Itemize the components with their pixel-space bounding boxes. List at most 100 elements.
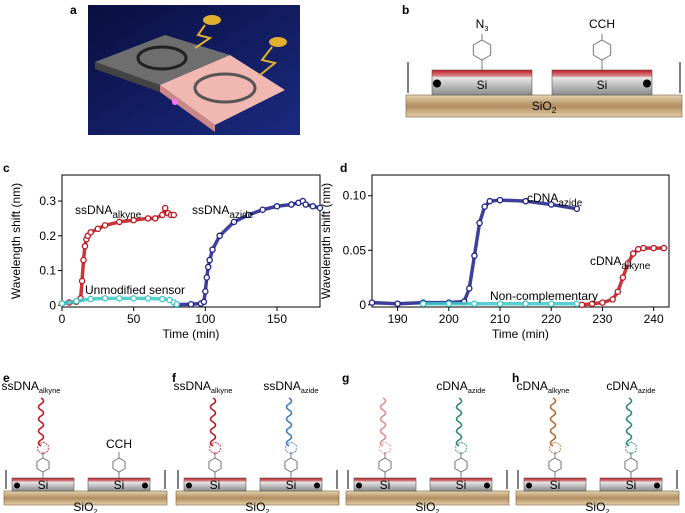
data-point — [573, 300, 581, 307]
dna-strand — [455, 397, 463, 447]
dna-strand — [549, 397, 557, 447]
x-axis-label: Time (min) — [163, 327, 220, 341]
label-main: SiO — [415, 500, 435, 513]
series-label: cDNAazide — [527, 191, 583, 209]
label-sub: 2 — [605, 507, 609, 513]
data-point — [309, 203, 317, 210]
label: SiO2 — [415, 500, 439, 513]
label-main: SiO — [532, 99, 552, 113]
data-point — [650, 244, 657, 252]
data-point — [116, 218, 123, 226]
label: cDNAazide — [606, 379, 655, 395]
data-point — [203, 274, 211, 281]
y-tick-label: 0 — [49, 298, 56, 312]
label: CCH — [589, 17, 615, 31]
benzene-ring — [592, 39, 612, 61]
y-tick-label: 0 — [359, 298, 366, 312]
y-tick-label: 0.05 — [343, 243, 367, 257]
benzene-ring — [454, 457, 468, 473]
data-point — [547, 201, 555, 208]
data-point — [660, 244, 668, 252]
panel-label: e — [3, 371, 10, 385]
label: Si — [550, 478, 561, 492]
ring-section — [654, 482, 660, 489]
benzene-ring — [36, 457, 50, 473]
label-sub: 2 — [435, 507, 439, 513]
data-point — [204, 263, 212, 271]
label: ssDNAazide — [263, 379, 318, 395]
data-point — [635, 245, 642, 253]
dna-strand — [625, 397, 633, 447]
label-main: SiO — [245, 500, 265, 513]
benzene-ring — [378, 457, 392, 473]
label: Si — [456, 478, 467, 492]
data-point — [394, 300, 401, 307]
panel-a-render — [88, 5, 300, 135]
data-point — [588, 300, 596, 307]
y-tick-label: 0.3 — [39, 194, 56, 208]
data-point — [476, 219, 483, 227]
label-sub: azide — [468, 386, 486, 395]
y-tick-label: 0.2 — [39, 229, 56, 243]
label: SiO2 — [73, 500, 97, 513]
label: Si — [477, 78, 488, 92]
y-tick-label: 0.10 — [343, 189, 367, 203]
x-tick-label: 220 — [541, 312, 561, 326]
series-name: Unmodified sensor — [85, 283, 185, 297]
label-sub: 2 — [93, 507, 97, 513]
data-point — [419, 300, 427, 307]
triazole — [37, 441, 49, 455]
data-point — [58, 300, 66, 307]
series-label: ssDNAazide — [192, 203, 254, 221]
data-point — [368, 299, 376, 306]
dna-strand — [285, 397, 293, 447]
data-point — [173, 300, 180, 308]
series-subscript: alkyne — [112, 210, 141, 221]
data-point — [151, 215, 159, 222]
triazole — [285, 441, 297, 455]
data-point — [78, 277, 86, 285]
label-main: ssDNA — [263, 379, 300, 393]
series-name: cDNA — [590, 254, 621, 268]
data-point — [302, 201, 309, 208]
chip — [431, 69, 533, 96]
x-tick-label: 100 — [195, 312, 215, 326]
triazole — [625, 441, 637, 455]
data-point — [486, 197, 494, 205]
label: Si — [210, 478, 221, 492]
data-point — [614, 288, 622, 295]
series-subscript: azide — [229, 210, 253, 221]
panel-label: g — [342, 371, 349, 385]
label-main: SiO — [73, 500, 93, 513]
dna-strand — [379, 397, 387, 447]
series-subscript: alkyne — [621, 261, 650, 272]
label-main: cDNA — [606, 379, 637, 393]
data-point — [159, 295, 166, 303]
data-point — [73, 297, 80, 305]
ring-section — [186, 482, 192, 489]
label-sub: alkyne — [548, 386, 570, 395]
ring-section — [433, 79, 441, 88]
label: ssDNAalkyne — [174, 379, 233, 395]
panel-label: h — [512, 371, 519, 385]
data-point — [87, 295, 94, 303]
benzene-ring — [548, 457, 562, 473]
data-point — [81, 242, 89, 250]
data-point — [316, 204, 324, 212]
benzene-ring — [284, 457, 298, 473]
data-point — [288, 201, 295, 208]
data-point — [206, 256, 213, 264]
label: Si — [626, 478, 637, 492]
data-point — [471, 252, 478, 259]
ring-section — [14, 482, 20, 489]
x-tick-label: 50 — [127, 312, 141, 326]
x-tick-label: 200 — [439, 312, 459, 326]
ring-section — [526, 482, 532, 489]
series-name: ssDNA — [192, 203, 229, 217]
substrate — [515, 490, 680, 506]
plot-frame — [371, 174, 670, 308]
x-tick-label: 150 — [267, 312, 287, 326]
label: SiO2 — [585, 500, 609, 513]
label: N3 — [476, 17, 489, 33]
substrate — [345, 490, 510, 506]
